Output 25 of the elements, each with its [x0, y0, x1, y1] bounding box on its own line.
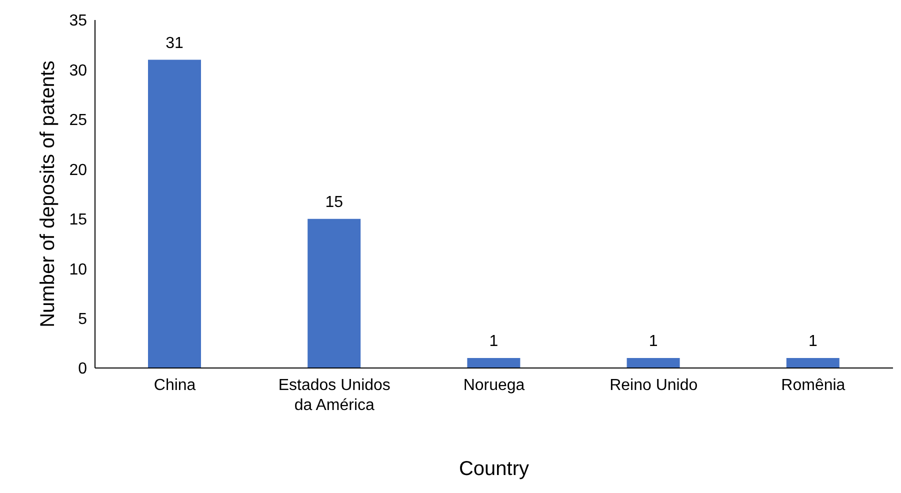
data-label: 15	[325, 194, 344, 211]
y-tick-label: 20	[69, 162, 88, 179]
data-label: 31	[166, 34, 184, 52]
y-axis-title: Number of deposits of patents	[37, 60, 60, 328]
y-tick-label: 30	[69, 62, 88, 80]
x-axis-title: Country	[458, 458, 530, 480]
bar	[626, 358, 680, 368]
data-label: 1	[489, 333, 498, 350]
data-label: 1	[648, 333, 658, 350]
bar	[308, 218, 361, 368]
x-tick-label: Noruega	[463, 377, 525, 394]
y-tick-label: 5	[78, 310, 88, 328]
x-tick-label: Reino Unido	[610, 377, 698, 394]
bar	[467, 358, 520, 368]
bar	[148, 60, 201, 368]
x-tick-label: Estados Unidos da América	[278, 377, 390, 414]
bar	[786, 358, 840, 368]
y-tick-label: 15	[69, 212, 88, 229]
y-tick-label: 10	[69, 261, 88, 278]
y-tick-label: 0	[78, 360, 88, 378]
y-tick-label: 35	[69, 12, 88, 30]
x-tick-label: Romênia	[781, 377, 846, 394]
x-tick-label: China	[154, 377, 196, 394]
data-label: 1	[808, 333, 818, 350]
y-tick-label: 25	[69, 112, 88, 130]
